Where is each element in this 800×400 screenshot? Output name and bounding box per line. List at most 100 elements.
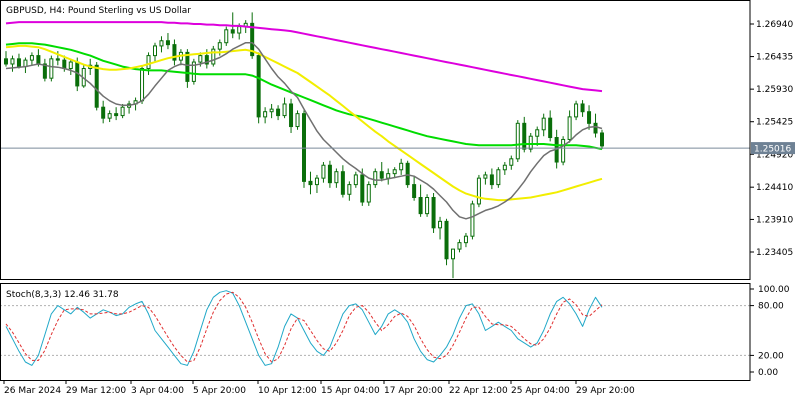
bear-candle-body	[62, 59, 67, 70]
candle	[392, 167, 397, 179]
bear-candle-body	[405, 162, 410, 186]
bull-candle-body	[535, 129, 540, 137]
time-tick-label: 5 Apr 20:00	[193, 386, 246, 396]
bear-candle-body	[489, 174, 494, 186]
bull-candle-body	[146, 55, 151, 70]
bull-candle-body	[425, 196, 430, 215]
ma-slow-line	[5, 21, 603, 93]
time-tick-label: 10 Apr 12:00	[258, 386, 317, 396]
bull-candle-body	[282, 103, 287, 117]
bear-candle-body	[548, 117, 553, 139]
candle	[425, 194, 430, 217]
bear-candle-body	[360, 174, 365, 203]
bear-candle-body	[593, 122, 598, 134]
ma-fast-line	[5, 41, 603, 220]
candle	[94, 62, 99, 111]
bull-candle-body	[334, 171, 339, 184]
candle	[431, 192, 436, 233]
bear-candle-body	[379, 171, 384, 179]
candle	[418, 184, 423, 217]
candle	[191, 58, 196, 85]
bull-candle-body	[321, 164, 326, 179]
candle	[476, 174, 481, 208]
candles-group	[4, 12, 604, 279]
candle	[457, 239, 462, 253]
price-tick-label: 1.24920	[756, 150, 793, 160]
candle	[334, 168, 339, 188]
bull-candle-body	[509, 158, 514, 166]
bull-candle-body	[224, 29, 229, 44]
bull-candle-body	[373, 171, 378, 186]
bear-candle-body	[276, 108, 281, 117]
price-tick-label: 1.25425	[756, 118, 793, 128]
candle	[515, 120, 520, 163]
bear-candle-body	[42, 63, 47, 79]
bull-candle-body	[198, 55, 203, 63]
candle	[308, 171, 313, 195]
stoch-tick-label: 80.00	[758, 302, 784, 312]
candle	[548, 110, 553, 142]
bull-candle-body	[237, 26, 242, 34]
stoch-tick-label: 100.00	[758, 285, 790, 295]
price-tick-label: 1.26940	[756, 20, 793, 30]
candle	[541, 113, 546, 137]
candle	[600, 129, 604, 150]
bear-candle-body	[308, 180, 313, 186]
candle	[451, 248, 455, 279]
bear-candle-body	[101, 106, 106, 119]
bull-candle-body	[483, 174, 488, 179]
bear-candle-body	[4, 58, 8, 65]
candle	[107, 110, 112, 123]
stoch-title: Stoch(8,3,3) 12.46 31.78	[6, 290, 119, 300]
bull-candle-body	[10, 58, 15, 65]
bull-candle-body	[314, 177, 319, 186]
bear-candle-body	[587, 111, 592, 124]
bull-candle-body	[269, 108, 274, 113]
candle	[373, 168, 378, 188]
bull-candle-body	[49, 58, 54, 79]
bear-candle-body	[340, 171, 345, 195]
bull-candle-body	[107, 113, 112, 119]
bull-candle-body	[366, 184, 371, 203]
bear-candle-body	[412, 184, 417, 198]
candle	[327, 160, 332, 188]
candle	[120, 103, 125, 119]
candle	[399, 158, 404, 175]
candle	[42, 58, 47, 82]
bull-candle-body	[295, 113, 300, 128]
candle	[159, 36, 164, 53]
bear-candle-body	[327, 164, 332, 184]
bull-candle-body	[191, 61, 196, 82]
candle	[114, 107, 119, 121]
bull-candle-body	[353, 174, 358, 186]
time-tick-label: 29 Mar 12:00	[66, 386, 126, 396]
chart-title: GBPUSD, H4: Pound Sterling vs US Dollar	[6, 6, 191, 16]
bear-candle-body	[418, 196, 423, 215]
candle	[366, 181, 371, 206]
candle	[353, 171, 358, 188]
bull-candle-body	[451, 248, 455, 260]
candle	[567, 110, 572, 143]
ma-yellow-line	[5, 44, 603, 202]
bear-candle-body	[580, 103, 585, 113]
bear-candle-body	[444, 220, 449, 260]
bear-candle-body	[36, 55, 41, 65]
bull-candle-body	[153, 45, 157, 57]
time-tick-label: 22 Apr 12:00	[449, 386, 508, 396]
bull-candle-body	[476, 177, 481, 205]
bear-candle-body	[204, 55, 209, 65]
candle	[340, 165, 345, 198]
candle	[574, 100, 579, 121]
price-tick-label: 1.23405	[756, 248, 793, 258]
stoch-panel-frame	[0, 283, 751, 381]
candle	[172, 39, 177, 66]
bull-candle-body	[140, 68, 145, 102]
bull-candle-body	[528, 135, 533, 150]
bull-candle-body	[68, 61, 73, 70]
candle	[321, 162, 326, 183]
candle	[4, 51, 8, 67]
time-tick-label: 26 Mar 2024	[4, 386, 61, 396]
candle	[10, 55, 15, 72]
stoch-tick-label: 20.00	[758, 351, 784, 361]
